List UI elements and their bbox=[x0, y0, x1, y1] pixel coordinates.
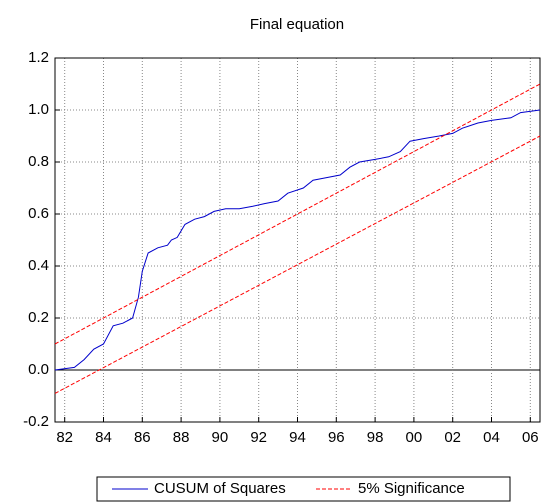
legend-box bbox=[96, 476, 511, 502]
y-tick-label: 1.0 bbox=[28, 101, 49, 118]
y-tick-label: 0.8 bbox=[28, 153, 49, 170]
y-tick-label: 1.2 bbox=[28, 49, 49, 66]
chart-title: Final equation bbox=[250, 16, 344, 33]
y-tick-label: -0.2 bbox=[23, 413, 49, 430]
x-tick-label: 94 bbox=[289, 429, 306, 446]
y-tick-label: 0.0 bbox=[28, 361, 49, 378]
x-tick-label: 92 bbox=[250, 429, 267, 446]
plot-frame bbox=[54, 57, 541, 423]
series-line bbox=[54, 109, 541, 371]
legend-label: CUSUM of Squares bbox=[154, 480, 286, 497]
x-tick-label: 96 bbox=[328, 429, 345, 446]
x-tick-label: 86 bbox=[134, 429, 151, 446]
x-tick-label: 90 bbox=[212, 429, 229, 446]
series-line bbox=[54, 135, 541, 394]
x-tick-label: 88 bbox=[173, 429, 190, 446]
x-tick-label: 06 bbox=[522, 429, 539, 446]
x-tick-label: 02 bbox=[444, 429, 461, 446]
x-tick-label: 84 bbox=[95, 429, 112, 446]
series-line bbox=[54, 83, 541, 345]
y-tick-label: 0.2 bbox=[28, 309, 49, 326]
x-tick-label: 04 bbox=[483, 429, 500, 446]
legend-label: 5% Significance bbox=[358, 480, 465, 497]
x-tick-label: 98 bbox=[367, 429, 384, 446]
x-tick-label: 00 bbox=[406, 429, 423, 446]
y-tick-label: 0.6 bbox=[28, 205, 49, 222]
x-tick-label: 82 bbox=[56, 429, 73, 446]
y-tick-label: 0.4 bbox=[28, 257, 49, 274]
